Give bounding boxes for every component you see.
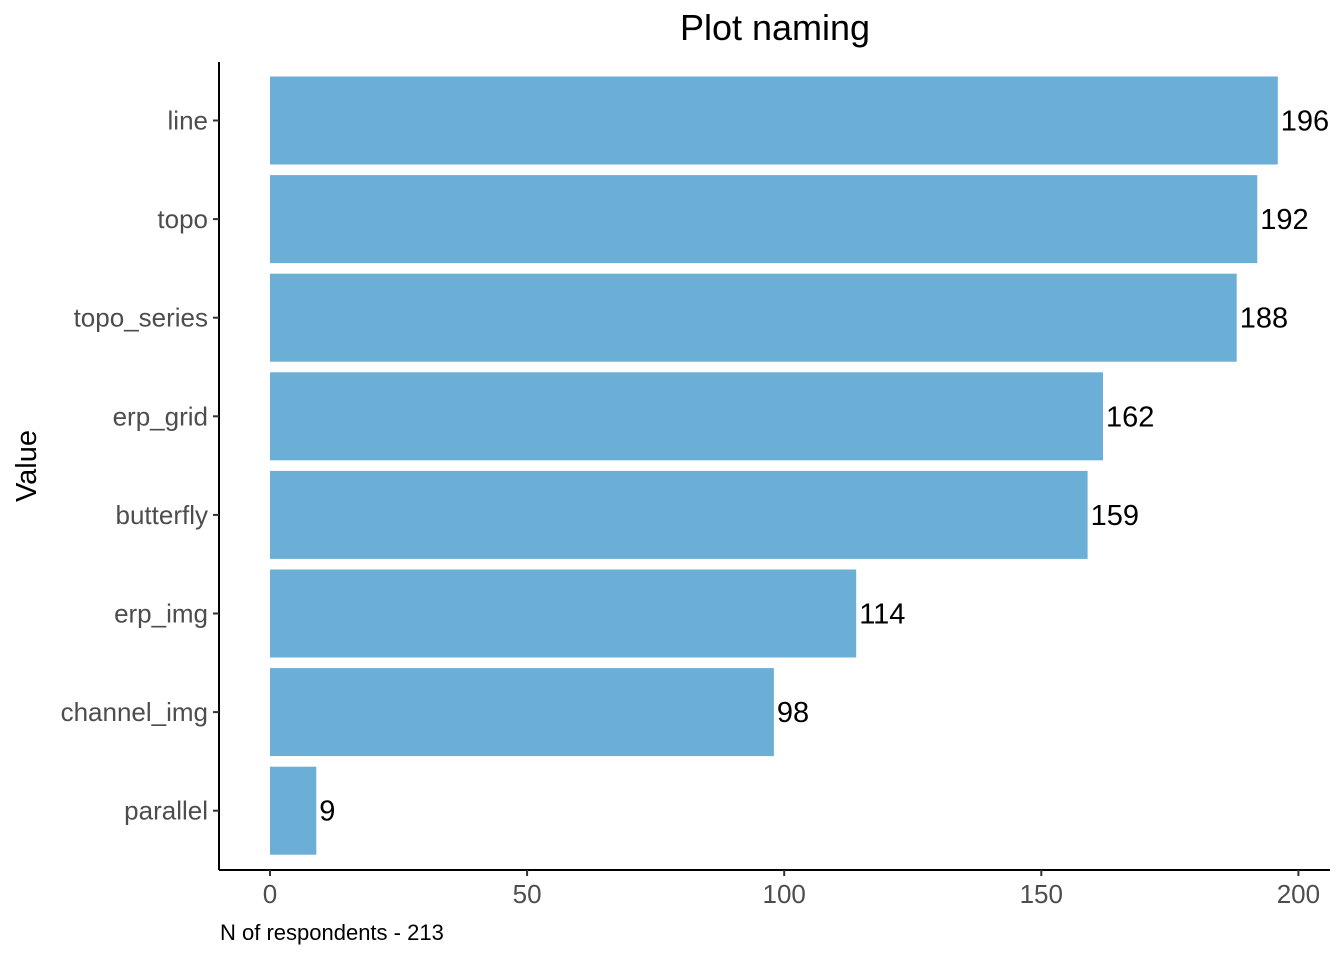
x-tick-label-200: 200 bbox=[1277, 879, 1320, 909]
y-tick-label-channel_img: channel_img bbox=[61, 697, 208, 727]
y-tick-label-line: line bbox=[168, 106, 208, 136]
x-tick-label-0: 0 bbox=[263, 879, 277, 909]
data-label-topo_series: 188 bbox=[1240, 303, 1288, 335]
y-tick-label-erp_grid: erp_grid bbox=[113, 401, 208, 431]
bar-erp_grid bbox=[270, 372, 1103, 461]
bar-topo_series bbox=[270, 273, 1237, 362]
y-tick-label-topo: topo bbox=[157, 204, 208, 234]
y-axis: line topo topo_series erp_grid butterfly erp_… bbox=[61, 62, 220, 870]
x-tick-label-150: 150 bbox=[1020, 879, 1063, 909]
x-tick-label-50: 50 bbox=[513, 879, 542, 909]
data-label-erp_img: 114 bbox=[859, 599, 905, 631]
data-label-erp_grid: 162 bbox=[1106, 401, 1154, 433]
bar-butterfly bbox=[270, 470, 1088, 559]
x-tick-label-100: 100 bbox=[763, 879, 806, 909]
y-tick-label-butterfly: butterfly bbox=[116, 500, 209, 530]
x-axis: 0 50 100 150 200 bbox=[219, 869, 1330, 909]
data-label-butterfly: 159 bbox=[1091, 500, 1139, 532]
data-label-topo: 192 bbox=[1260, 204, 1308, 236]
data-labels-layer: 196 192 188 162 159 114 98 9 bbox=[319, 106, 1329, 828]
y-axis-title: Value bbox=[11, 430, 43, 502]
bar-erp_img bbox=[270, 569, 857, 658]
chart-caption: N of respondents - 213 bbox=[220, 920, 444, 945]
data-label-channel_img: 98 bbox=[777, 697, 809, 729]
bars-layer bbox=[270, 76, 1278, 855]
bar-topo bbox=[270, 175, 1258, 264]
chart-title: Plot naming bbox=[680, 7, 870, 48]
y-tick-label-parallel: parallel bbox=[124, 796, 208, 826]
y-tick-label-erp_img: erp_img bbox=[114, 599, 208, 629]
data-label-line: 196 bbox=[1281, 106, 1329, 138]
bar-channel_img bbox=[270, 668, 774, 757]
y-tick-label-topo_series: topo_series bbox=[74, 303, 208, 333]
bar-line bbox=[270, 76, 1278, 165]
data-label-parallel: 9 bbox=[319, 796, 335, 828]
bar-parallel bbox=[270, 766, 317, 855]
